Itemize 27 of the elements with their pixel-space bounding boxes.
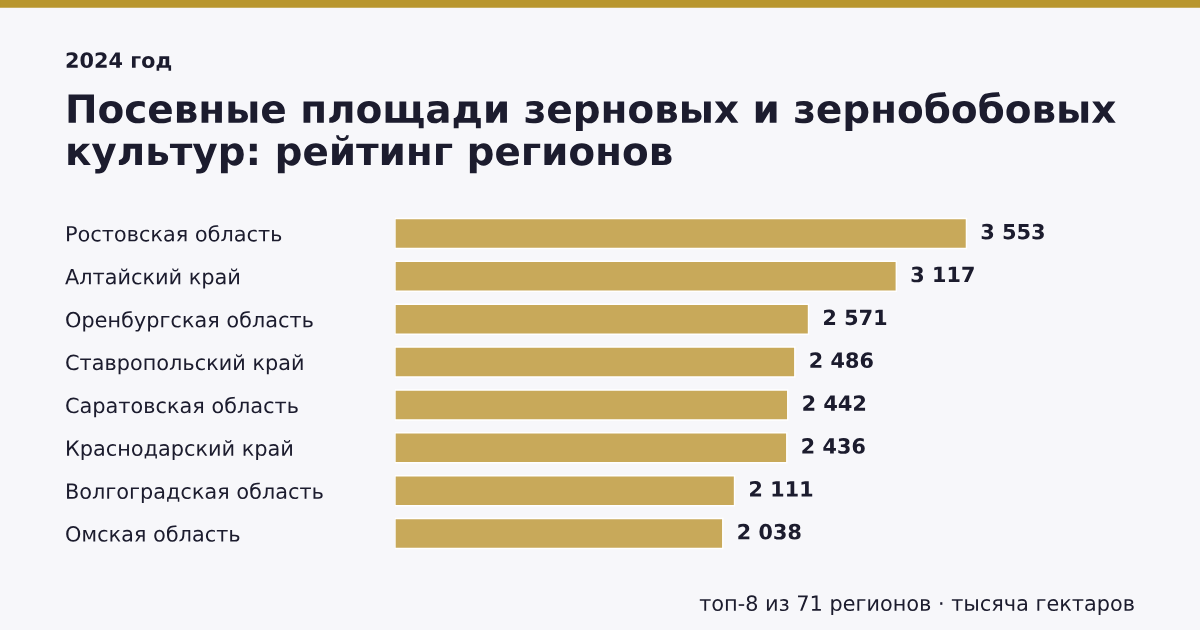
chart-title: Посевные площади зерновых и зернобобовых культур: рейтинг регионов (68, 92, 1116, 174)
y-tick-label: Оренбургская область (66, 311, 313, 332)
bar (395, 303, 810, 335)
text: 2024 год (66, 52, 172, 71)
bar (395, 474, 736, 507)
y-tick-label: Алтайский край (65, 268, 239, 289)
text: топ-8 из 71 регионов · тысяча гектаров (699, 595, 1134, 616)
data-label: 2 442 (803, 395, 866, 411)
y-tick-label: Краснодарский край (67, 440, 292, 461)
bar (395, 217, 968, 250)
y-tick-label: Омская область (66, 525, 240, 542)
data-label: 2 111 (750, 480, 813, 497)
bar (395, 389, 789, 421)
bar (395, 432, 788, 464)
y-tick-label: Волгоградская область (67, 482, 323, 504)
data-label: 2 038 (738, 523, 801, 540)
data-label: 3 553 (981, 223, 1044, 240)
data-label: 3 117 (911, 266, 974, 283)
data-label: 2 486 (810, 352, 873, 369)
data-label: 2 436 (802, 438, 865, 454)
bar (395, 260, 898, 293)
y-tick-label: Саратовская область (66, 396, 298, 418)
bar (395, 346, 796, 378)
y-tick-label: Ростовская область (67, 225, 282, 242)
data-label: 2 571 (824, 309, 887, 326)
bar (395, 517, 724, 550)
y-tick-label: Ставропольский край (66, 354, 303, 375)
